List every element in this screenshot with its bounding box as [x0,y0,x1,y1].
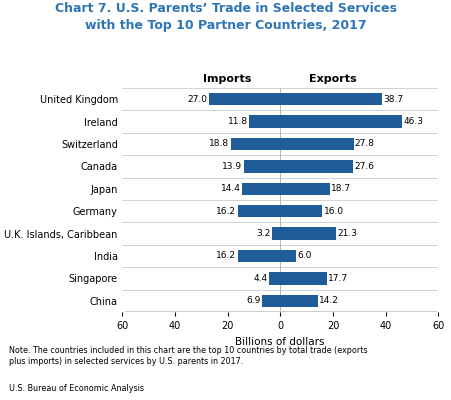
Text: Exports: Exports [308,74,356,84]
Text: U.S. Bureau of Economic Analysis: U.S. Bureau of Economic Analysis [9,384,144,393]
Text: 46.3: 46.3 [403,117,423,126]
Text: 4.4: 4.4 [253,274,267,283]
Bar [237,250,280,262]
Text: Note. The countries included in this chart are the top 10 countries by total tra: Note. The countries included in this cha… [9,346,367,366]
Text: Imports: Imports [203,74,251,84]
Bar [280,93,382,105]
Text: 3.2: 3.2 [256,229,270,238]
Bar [242,183,280,195]
Text: 6.9: 6.9 [246,296,260,305]
Text: 13.9: 13.9 [221,162,242,171]
Text: 27.0: 27.0 [187,95,207,104]
Bar [280,116,401,128]
Bar [280,272,326,284]
Text: 14.4: 14.4 [221,184,240,193]
Bar [271,228,280,240]
Text: 14.2: 14.2 [318,296,338,305]
Bar [280,138,353,150]
Text: Chart 7. U.S. Parents’ Trade in Selected Services
with the Top 10 Partner Countr: Chart 7. U.S. Parents’ Trade in Selected… [55,2,396,32]
Text: 16.0: 16.0 [323,207,343,216]
Bar [280,250,295,262]
Bar [280,160,352,172]
Text: 18.8: 18.8 [209,140,229,148]
Bar [280,205,322,217]
Bar [237,205,280,217]
Text: 16.2: 16.2 [216,252,236,260]
Bar [230,138,280,150]
Text: 6.0: 6.0 [297,252,311,260]
Bar [280,228,336,240]
Text: 27.8: 27.8 [354,140,374,148]
Text: 17.7: 17.7 [327,274,348,283]
Bar [280,295,317,307]
Bar [249,116,280,128]
Text: 38.7: 38.7 [383,95,403,104]
Text: 18.7: 18.7 [330,184,350,193]
Bar [243,160,280,172]
Bar [280,183,329,195]
Bar [209,93,280,105]
Text: 16.2: 16.2 [216,207,236,216]
Text: 11.8: 11.8 [227,117,247,126]
X-axis label: Billions of dollars: Billions of dollars [235,336,324,346]
Text: 27.6: 27.6 [354,162,373,171]
Text: 21.3: 21.3 [337,229,357,238]
Bar [268,272,280,284]
Bar [262,295,280,307]
